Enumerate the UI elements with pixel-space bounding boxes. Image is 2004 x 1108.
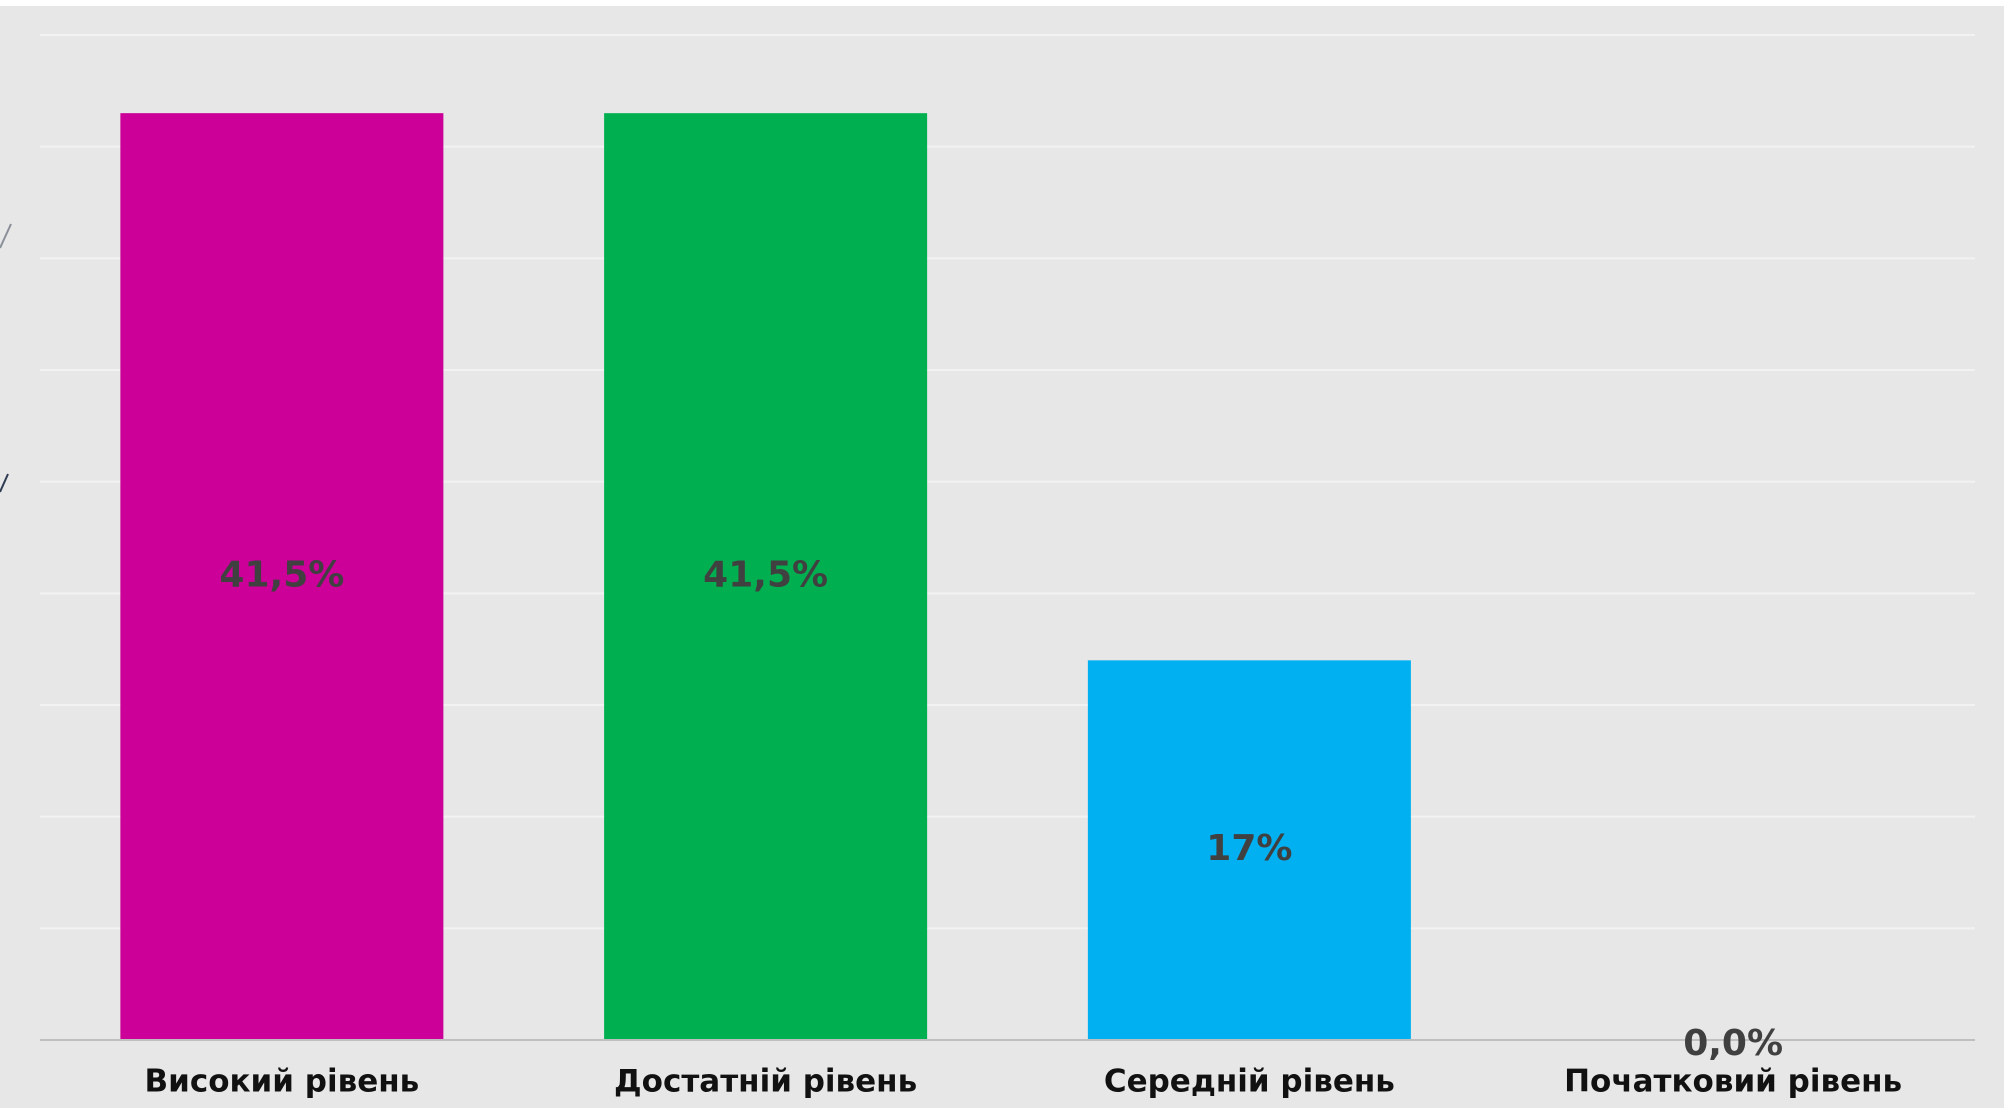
decor-line-lower (0, 473, 9, 493)
data-label-4: 0,0% (1683, 1023, 1783, 1064)
data-label-3: 17% (1206, 828, 1292, 869)
decor-line-upper (0, 223, 12, 249)
category-labels: Високий рівень Достатній рівень Середній р… (144, 1064, 1902, 1100)
bars (120, 113, 1411, 1040)
bar-2 (604, 113, 928, 1040)
bar-1 (120, 113, 444, 1040)
data-label-1: 41,5% (219, 555, 344, 596)
data-labels: 41,5% 41,5% 17% 0,0% (219, 555, 1783, 1064)
category-label-1: Високий рівень (144, 1064, 419, 1100)
category-label-2: Достатній рівень (614, 1064, 917, 1100)
slide-edge-decoration (0, 223, 12, 493)
category-label-3: Середній рівень (1104, 1064, 1395, 1100)
bar-3 (1087, 660, 1411, 1040)
data-label-2: 41,5% (703, 555, 828, 596)
category-label-4: Початковий рівень (1564, 1064, 1902, 1100)
